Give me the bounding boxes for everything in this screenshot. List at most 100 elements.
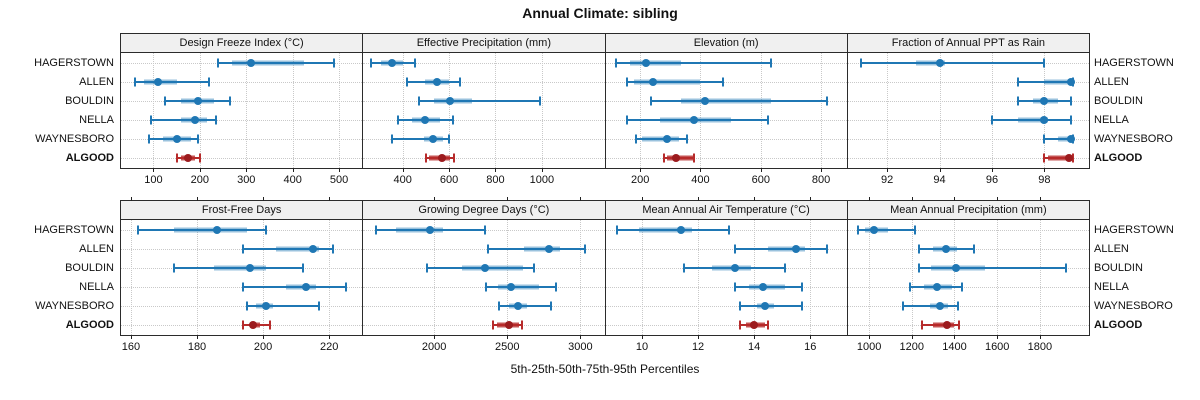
row-gridline [363,62,605,64]
whisker-cap [172,263,175,273]
whisker-cap [492,320,495,330]
tick-gridline [339,53,341,168]
site-label-hagerstown: HAGERSTOWN [1094,223,1174,236]
iqr-bar-hagerstown [173,227,247,233]
axis-tick-top [1039,197,1041,201]
whisker-cap [1069,96,1072,106]
median-dot-bouldin [194,96,203,105]
whisker-cap [424,153,427,163]
row-gridline [363,158,605,160]
tick-gridline [402,53,404,168]
panel-title: Mean Annual Air Temperature (°C) [642,204,810,216]
tick-gridline [810,220,812,335]
axis-tick-top [130,197,132,201]
whisker-allen [734,247,828,250]
whisker-cap [268,320,271,330]
median-dot-nella [933,283,942,292]
axis-tick [911,335,913,339]
panel-plot: 10 12 14 16 [605,220,847,353]
site-label-hagerstown: HAGERSTOWN [34,56,114,69]
axis-tick-top [197,197,198,201]
whisker-cap [583,244,586,254]
median-dot-bouldin [446,96,455,105]
axis-tick [329,335,331,339]
whisker-cap [391,134,394,144]
whisker-cap [634,134,637,144]
iqr-bar-waynesboro [1057,136,1072,142]
whisker-cap [800,301,803,311]
axis-tick [263,335,265,339]
whisker-hagerstown [218,61,335,64]
whisker-cap [245,301,248,311]
whisker-cap [800,282,803,292]
tick-gridline [153,53,155,168]
whisker-cap [487,244,490,254]
tick-gridline [700,53,702,168]
axis-tick-label: 98 [1038,174,1051,186]
whisker-cap [767,115,770,125]
site-label-waynesboro: WAYNESBORO [1094,300,1173,313]
axis-tick-label: 400 [283,174,302,186]
axis-tick-label: 400 [691,174,710,186]
tick-gridline [199,53,201,168]
row-gridline [847,306,1089,308]
row-gridline [605,158,847,160]
panel-strip: Frost-Free Days [121,201,363,220]
whisker-cap [452,153,455,163]
tick-gridline [1039,220,1041,335]
site-label-nella: NELLA [79,114,114,127]
median-dot-nella [690,116,699,125]
panel-strip: Elevation (m) [605,34,847,53]
whisker-cap [374,225,377,235]
median-dot-nella [302,283,311,292]
whisker-bouldin [173,266,303,269]
tick-gridline [495,53,497,168]
panel-plot: 1000 1200 1400 1600 1800 [847,220,1089,353]
iqr-bar-nella [286,284,316,290]
site-label-allen: ALLEN [79,75,114,88]
axis-tick [541,168,543,172]
axis-tick-top [954,197,956,201]
axis-tick-label: 1800 [1027,341,1053,353]
whisker-cap [215,115,218,125]
whisker-nella [243,286,346,289]
whisker-cap [1017,96,1020,106]
tick-gridline [641,220,643,335]
median-dot-algood [184,154,193,163]
panel-title: Effective Precipitation (mm) [416,37,552,49]
axis-tick-top [754,197,756,201]
site-label-allen: ALLEN [1094,242,1129,255]
whisker-cap [767,320,770,330]
axis-tick-label: 160 [121,341,141,353]
whisker-cap [406,77,409,87]
axis-tick [939,168,941,172]
whisker-cap [826,96,829,106]
axis-tick [821,168,823,172]
whisker-cap [164,96,167,106]
axis-tick-label: 92 [880,174,894,186]
tick-gridline [939,53,941,168]
axis-tick-label: 14 [748,341,761,353]
iqr-bar-hagerstown [232,60,305,66]
row-gridline [847,325,1089,327]
whisker-cap [972,244,975,254]
tick-gridline [449,53,451,168]
axis-tick-label: 2500 [495,341,520,353]
site-label-hagerstown: HAGERSTOWN [34,223,114,236]
whisker-allen [243,247,333,250]
whisker-cap [914,225,916,235]
row-gridline [847,81,1089,83]
axis-tick-label: 400 [393,174,412,186]
axis-tick-label: 200 [190,174,210,186]
whisker-cap [397,115,400,125]
site-label-bouldin: BOULDIN [1094,261,1143,274]
whisker-cap [956,301,959,311]
tick-gridline [887,53,889,168]
row-gridline [605,287,847,289]
axis-tick [197,335,198,339]
axis-tick [754,335,756,339]
axis-tick-top [911,197,913,201]
axis-tick-label: 800 [486,174,505,186]
tick-gridline [640,53,642,168]
